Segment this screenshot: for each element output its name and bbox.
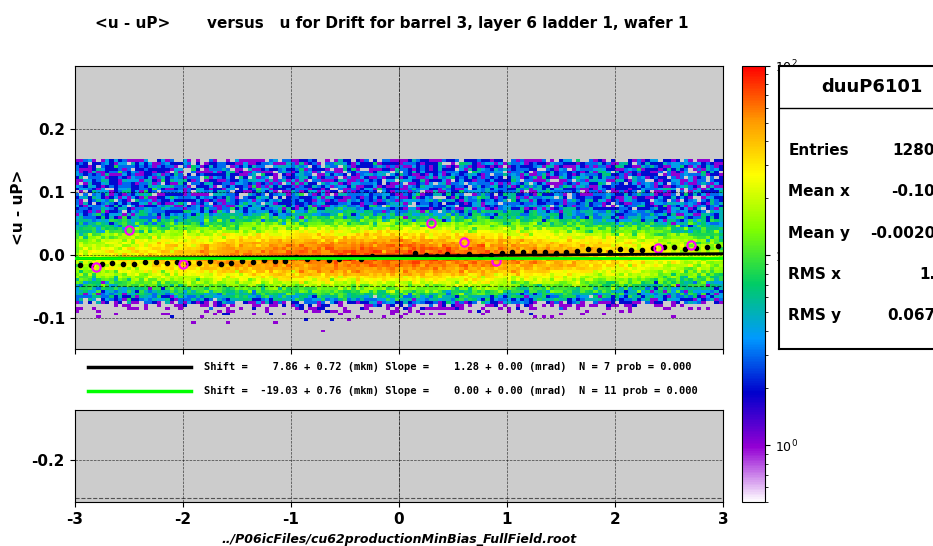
X-axis label: ../P06icFiles/cu62productionMinBias_FullField.root: ../P06icFiles/cu62productionMinBias_Full…: [221, 532, 577, 545]
Text: Mean x: Mean x: [788, 185, 850, 199]
Text: 1.75: 1.75: [919, 266, 933, 282]
Text: 128018: 128018: [893, 143, 933, 158]
Text: RMS x: RMS x: [788, 266, 842, 282]
Text: Shift =    7.86 + 0.72 (mkm) Slope =    1.28 + 0.00 (mrad)  N = 7 prob = 0.000: Shift = 7.86 + 0.72 (mkm) Slope = 1.28 +…: [204, 363, 692, 372]
Y-axis label: <u - uP>: <u - uP>: [11, 170, 26, 245]
Text: <u - uP>       versus   u for Drift for barrel 3, layer 6 ladder 1, wafer 1: <u - uP> versus u for Drift for barrel 3…: [95, 16, 689, 31]
Text: RMS y: RMS y: [788, 308, 842, 323]
Text: Entries: Entries: [788, 143, 849, 158]
Text: duuP6101: duuP6101: [822, 78, 923, 96]
Text: 0.06709: 0.06709: [887, 308, 933, 323]
Text: Mean y: Mean y: [788, 225, 850, 241]
Text: -0.1064: -0.1064: [891, 185, 933, 199]
Text: -0.002043: -0.002043: [870, 225, 933, 241]
Text: Shift =  -19.03 + 0.76 (mkm) Slope =    0.00 + 0.00 (mrad)  N = 11 prob = 0.000: Shift = -19.03 + 0.76 (mkm) Slope = 0.00…: [204, 387, 698, 396]
